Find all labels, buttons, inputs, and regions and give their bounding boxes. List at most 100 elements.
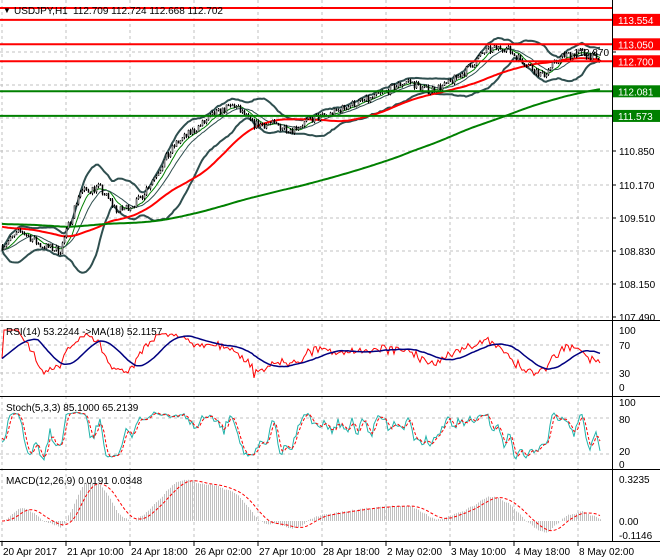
candle [541,70,544,74]
time-tick-label: 2 May 02:00 [387,547,442,558]
candle [311,116,314,123]
candle-body [353,101,356,108]
candle-body [441,85,444,91]
candle-body [369,97,372,103]
candle-body [85,187,88,191]
candle-body [497,46,500,50]
candle-body [443,82,446,86]
candle [45,243,48,250]
candle-body [175,140,178,147]
candle [137,194,140,200]
candle [169,151,172,158]
candle [293,126,296,135]
candle-body [335,108,338,111]
bollinger-lower [1,56,601,274]
candle [577,49,580,54]
candle-body [567,52,570,54]
dropdown-arrow-icon[interactable]: ▼ [3,6,11,15]
level-price-tag [613,85,660,98]
candle [185,133,188,139]
candle [131,206,134,209]
candle [71,217,74,226]
candle [497,46,500,52]
candle-body [449,79,452,82]
candle [269,121,272,126]
candle-body [109,198,112,201]
candle [427,84,430,95]
candle-body [47,243,50,248]
candle [251,117,254,122]
candle [25,233,28,237]
candle [199,124,202,127]
candle [559,55,562,65]
stoch-tick-label: 0 [619,460,625,471]
candle-body [7,240,10,245]
level-lines[interactable]: 113.554 113.050 112.700 112.081 111.573 [0,13,660,123]
stoch-signal-line [1,412,601,459]
candle-body [517,54,520,61]
candle [457,74,460,79]
time-tick-label: 21 Apr 10:00 [67,547,124,558]
candle [267,123,270,126]
candle [235,105,238,109]
candle [31,238,34,243]
candle-body [489,46,492,53]
candle [221,107,224,117]
candle-body [579,48,582,51]
candle-body [345,108,348,111]
time-tick-label: 28 Apr 18:00 [323,547,380,558]
candle-body [387,89,390,95]
candle-body [283,125,286,129]
candle [85,186,88,191]
price-tick-label: 108.150 [619,280,656,291]
candle-body [503,50,506,53]
candle [469,63,472,68]
candle-body [583,49,586,55]
candle-body [167,153,170,158]
candle [257,119,260,128]
candle-body [181,137,184,141]
candle-body [417,81,420,85]
candle [155,174,158,180]
candle-body [477,55,480,59]
candle-body [547,69,550,75]
rsi-tick-label: 0 [619,383,625,394]
candle [191,127,194,136]
candle-body [259,123,262,128]
candle-body [227,104,230,106]
candle-body [343,105,346,110]
candle-body [471,65,474,68]
candle-body [255,120,258,129]
time-tick-label: 3 May 10:00 [451,547,506,558]
candle [397,81,400,89]
candle-body [275,121,278,124]
price-tick-label: 110.850 [619,147,655,158]
candle [527,63,530,67]
time-tick-label: 24 Apr 18:00 [131,547,188,558]
candle-body [543,71,546,78]
candle [87,188,90,193]
candle-body [155,175,158,178]
candle-body [25,234,28,236]
macd-label: MACD(12,26,9) 0.0191 0.0348 [6,476,143,487]
candle-body [559,56,562,64]
candle-body [339,109,342,114]
candle-body [533,69,536,75]
candle-body [265,124,268,129]
candle-body [519,54,522,60]
candle [561,52,564,59]
candle-body [493,45,496,49]
candle-body [261,123,264,126]
candle [373,93,376,99]
candle [51,243,54,252]
candle [73,205,76,219]
candle-body [19,229,22,232]
candle [197,124,200,133]
candle [289,128,292,134]
candle [507,44,510,50]
candle-body [427,85,430,95]
candle-body [69,222,72,225]
candle [487,45,490,50]
candle [47,243,50,249]
